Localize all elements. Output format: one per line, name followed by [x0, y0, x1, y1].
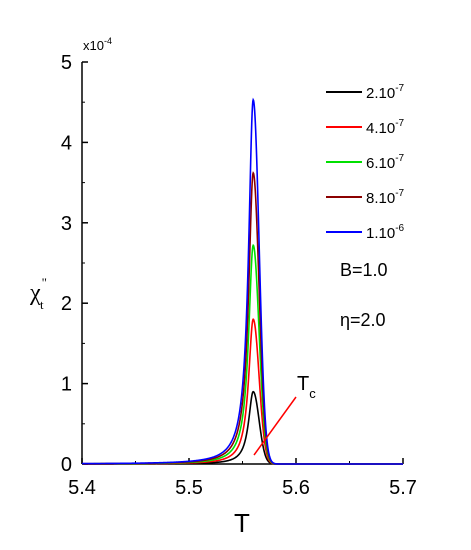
y-tick-label: 0: [61, 454, 72, 476]
x-axis-label: T: [234, 508, 250, 538]
tc-label: Tc: [297, 373, 316, 401]
legend-label-base: 1.10: [366, 225, 395, 242]
legend-label-exp: -6: [395, 223, 404, 234]
legend: 2.10-74.10-76.10-78.10-71.10-6: [326, 83, 405, 242]
y-tick-label: 2: [61, 293, 72, 315]
legend-label-exp: -7: [395, 153, 404, 164]
y-tick-label: 5: [61, 52, 72, 74]
y-axis-label-main: χ: [29, 280, 41, 306]
param-b: B=1.0: [340, 260, 388, 280]
legend-label-exp: -7: [395, 188, 404, 199]
tc-pointer-line: [253, 396, 297, 456]
legend-label-base: 4.10: [366, 120, 395, 137]
y-tick-label: 1: [61, 374, 72, 396]
series-line: [81, 97, 403, 465]
y-tick-label: 4: [61, 132, 72, 154]
y-tick-label: 3: [61, 213, 72, 235]
param-eta: η=2.0: [340, 310, 386, 330]
x-tick-label: 5.4: [68, 477, 96, 499]
tc-label-sub: c: [309, 386, 316, 401]
x-tick-label: 5.5: [175, 477, 203, 499]
y-multiplier: x10-4: [83, 36, 112, 53]
x-axis-ticks: 5.4 5.5 5.6 5.7: [68, 458, 417, 499]
x-tick-label: 5.7: [389, 477, 417, 499]
y-multiplier-base: x10: [83, 38, 104, 53]
legend-label-base: 6.10: [366, 155, 395, 172]
y-axis-label-sub: t: [40, 297, 44, 312]
legend-label-exp: -7: [395, 83, 404, 94]
legend-label: 8.10-7: [366, 188, 405, 207]
x-tick-label: 5.6: [282, 477, 310, 499]
series-lines: [81, 97, 403, 465]
legend-label-exp: -7: [395, 118, 404, 129]
legend-label: 2.10-7: [366, 83, 405, 102]
legend-label-base: 2.10: [366, 85, 395, 102]
legend-label-base: 8.10: [366, 190, 395, 207]
y-multiplier-exp: -4: [104, 36, 112, 46]
legend-label: 1.10-6: [366, 223, 405, 242]
y-axis-label-sup: ": [42, 275, 47, 290]
tc-label-main: T: [297, 373, 309, 395]
legend-label: 4.10-7: [366, 118, 405, 137]
legend-label: 6.10-7: [366, 153, 405, 172]
y-axis-ticks: 0 1 2 3 4 5: [61, 52, 88, 476]
y-axis-label: χ" t: [29, 275, 47, 312]
